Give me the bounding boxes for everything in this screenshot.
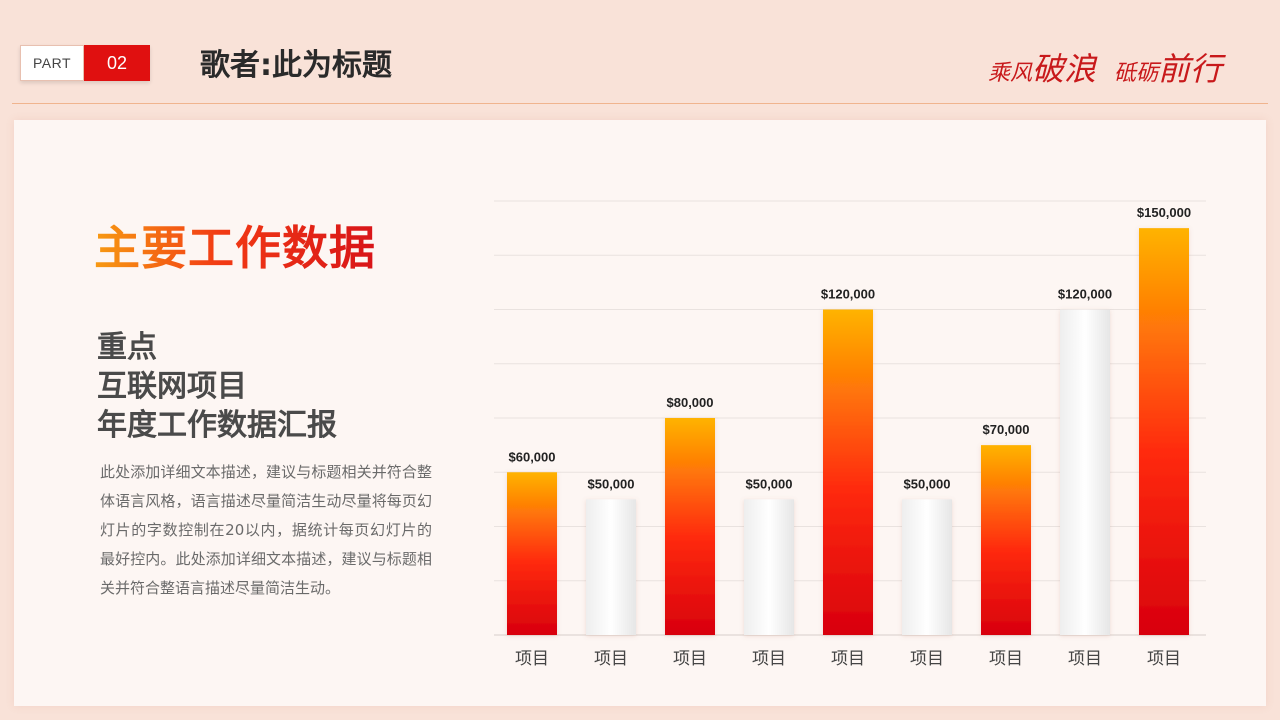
subheading-line-1: 重点 [97,330,157,365]
category-label-6: 项目 [910,649,944,669]
slogan: 乘风破浪 砥砺前行 [988,44,1222,90]
bar-6 [902,499,952,635]
bar-value-label-8: $120,000 [1058,287,1112,302]
bar-value-label-1: $60,000 [509,449,556,464]
part-badge: PART 02 [20,45,150,81]
category-label-3: 项目 [673,649,707,669]
subheading-line-3: 年度工作数据汇报 [97,408,337,443]
subheading-line-2: 互联网项目 [97,369,247,404]
bar-value-label-5: $120,000 [821,287,875,302]
subheading-block: 重点 互联网项目 年度工作数据汇报 [97,328,337,445]
bar-4 [744,499,794,635]
category-label-8: 项目 [1068,649,1102,669]
bar-2 [586,499,636,635]
category-label-4: 项目 [752,649,786,669]
bar-9 [1139,228,1189,635]
part-label: PART [20,45,84,81]
slogan-part-1: 乘风 [987,61,1032,86]
description-text: 此处添加详细文本描述，建议与标题相关并符合整体语言风格，语言描述尽量简洁生动尽量… [100,463,432,597]
bar-5 [823,309,873,635]
category-label-5: 项目 [831,649,865,669]
bar-1 [507,472,557,635]
category-label-2: 项目 [594,649,628,669]
bar-value-label-2: $50,000 [588,476,635,491]
category-label-9: 项目 [1147,649,1181,669]
bar-value-label-3: $80,000 [667,395,714,410]
slogan-part-4: 前行 [1157,50,1222,88]
category-label-1: 项目 [515,649,549,669]
bar-chart: $60,000 $50,000 $80,000 $50,000 $120,000 $50,… [494,200,1206,669]
bar-value-label-4: $50,000 [746,476,793,491]
bar-value-label-7: $70,000 [983,422,1030,437]
bar-7 [981,445,1031,635]
bar-value-label-9: $150,000 [1137,205,1191,220]
slogan-part-2: 破浪 [1031,50,1096,88]
bar-3 [665,418,715,635]
header-divider [12,103,1268,104]
main-heading: 主要工作数据 [94,212,376,278]
slogan-part-3: 砥砺 [1113,61,1158,86]
bar-8 [1060,309,1110,635]
page-title: 歌者:此为标题 [200,48,392,83]
part-number: 02 [84,45,150,81]
category-label-7: 项目 [989,649,1023,669]
content-card [14,120,1266,706]
bar-value-label-6: $50,000 [904,476,951,491]
